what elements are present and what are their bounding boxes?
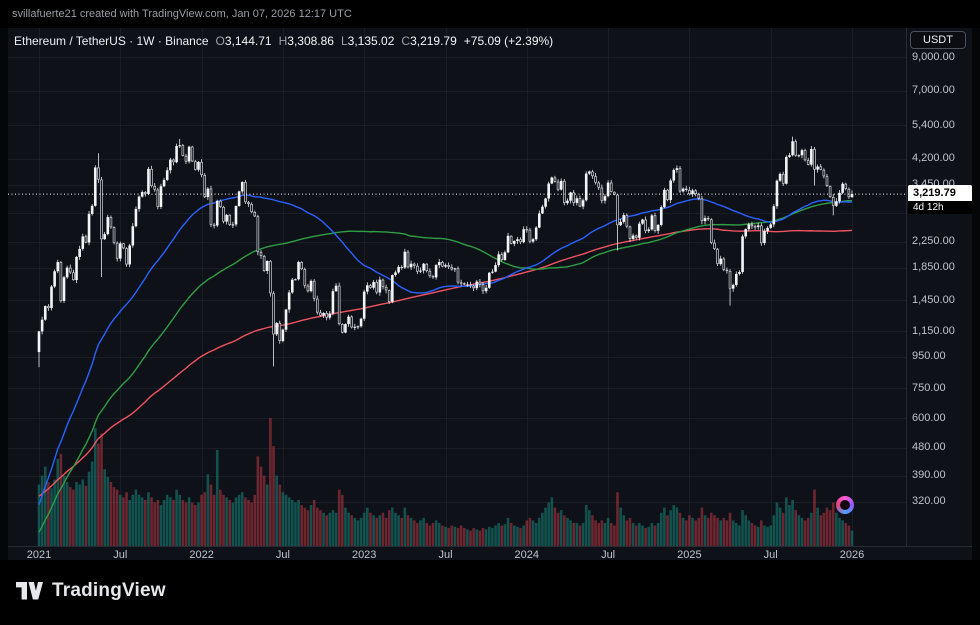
price-axis-label: 600.00 bbox=[912, 411, 946, 424]
price-axis-label: 4,200.00 bbox=[912, 152, 955, 165]
price-axis-label: 1,850.00 bbox=[912, 261, 955, 274]
time-axis-border bbox=[8, 546, 972, 547]
price-axis-label: 2,250.00 bbox=[912, 235, 955, 248]
price-axis-label: 480.00 bbox=[912, 441, 946, 454]
last-price-tag: 3,219.79 4d 12h bbox=[908, 185, 972, 215]
price-axis-label: 7,000.00 bbox=[912, 84, 955, 97]
swirl-badge-core bbox=[840, 500, 850, 510]
price-axis-label: 390.00 bbox=[912, 469, 946, 482]
symbol-legend: Ethereum / TetherUS · 1W · Binance O3,14… bbox=[14, 34, 553, 48]
symbol-title: Ethereum / TetherUS · 1W · Binance bbox=[14, 34, 209, 48]
time-axis-label: Jul bbox=[601, 549, 616, 561]
attribution-text: svillafuerte21 created with TradingView.… bbox=[12, 8, 352, 20]
footer-bar: TradingView bbox=[0, 560, 980, 625]
time-axis-label: 2025 bbox=[677, 549, 702, 561]
time-axis-label: Jul bbox=[438, 549, 453, 561]
time-axis-label: Jul bbox=[275, 549, 290, 561]
last-price-value: 3,219.79 bbox=[908, 185, 972, 202]
swirl-badge-icon[interactable] bbox=[836, 496, 854, 514]
time-axis[interactable]: 2021 Jul 2022 Jul 2023 Jul 2024 Jul 2025 Jul 2026 bbox=[0, 549, 980, 563]
ohlc-open: O3,144.71 bbox=[215, 34, 272, 48]
price-axis-label: 9,000.00 bbox=[912, 50, 955, 63]
time-axis-label: Jul bbox=[113, 549, 128, 561]
time-axis-label: 2024 bbox=[514, 549, 540, 561]
currency-unit-button[interactable]: USDT bbox=[910, 31, 966, 49]
bar-close-countdown: 4d 12h bbox=[908, 201, 972, 215]
price-axis-label: 320.00 bbox=[912, 495, 946, 508]
tradingview-brand-text: TradingView bbox=[52, 580, 166, 601]
snapshot-attribution-bar: svillafuerte21 created with TradingView.… bbox=[0, 0, 980, 28]
tradingview-logo-icon bbox=[16, 582, 43, 600]
price-axis-label: 1,150.00 bbox=[912, 324, 955, 337]
ohlc-close: C3,219.79 bbox=[401, 34, 457, 48]
price-change: +75.09 (+2.39%) bbox=[463, 34, 554, 48]
price-axis[interactable]: 9,000.007,000.005,400.004,200.003,450.00… bbox=[908, 28, 980, 546]
time-axis-label: Jul bbox=[763, 549, 778, 561]
ohlc-high: H3,308.86 bbox=[278, 34, 334, 48]
time-axis-label: 2022 bbox=[189, 549, 214, 561]
time-axis-label: 2026 bbox=[839, 549, 865, 561]
price-axis-label: 5,400.00 bbox=[912, 118, 955, 131]
tradingview-brand-link[interactable]: TradingView bbox=[16, 580, 166, 602]
price-axis-label: 950.00 bbox=[912, 350, 946, 363]
price-axis-border bbox=[906, 28, 907, 547]
ohlc-low: L3,135.02 bbox=[340, 34, 395, 48]
time-axis-label: 2023 bbox=[351, 549, 377, 561]
price-axis-label: 1,450.00 bbox=[912, 293, 955, 306]
time-axis-label: 2021 bbox=[26, 549, 52, 561]
price-axis-label: 750.00 bbox=[912, 381, 946, 394]
